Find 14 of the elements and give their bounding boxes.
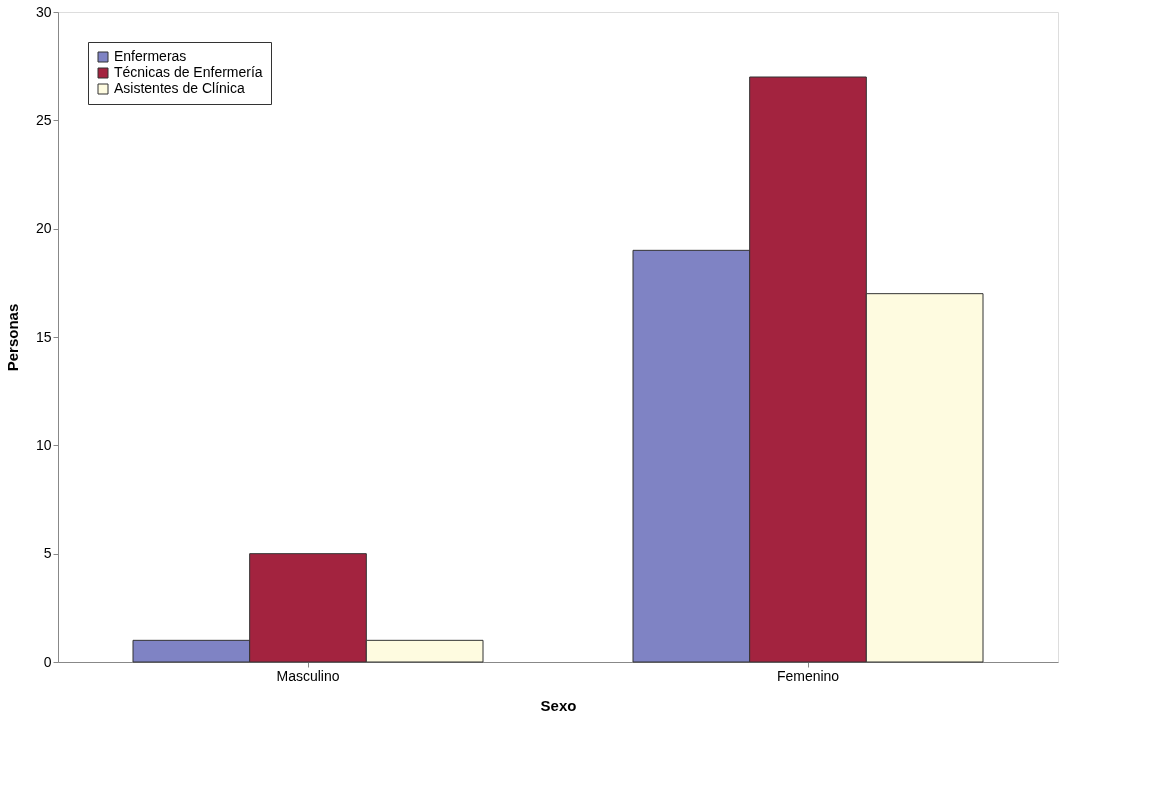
y-tick-label: 20 bbox=[35, 220, 52, 237]
legend-label: Enfermeras bbox=[114, 48, 187, 64]
y-tick-label: 15 bbox=[35, 328, 52, 345]
x-tick-label: Masculino bbox=[276, 667, 340, 684]
y-tick-label: 10 bbox=[35, 436, 52, 453]
y-axis-title: Personas bbox=[3, 303, 21, 372]
legend-label: Técnicas de Enfermería bbox=[114, 64, 263, 80]
x-axis-title: Sexo bbox=[540, 696, 577, 714]
x-tick-label: Femenino bbox=[776, 667, 840, 684]
y-tick-label: 5 bbox=[43, 545, 52, 562]
legend-label: Asistentes de Clínica bbox=[114, 80, 245, 96]
y-tick-label: 25 bbox=[35, 111, 52, 128]
y-tick-label: 30 bbox=[35, 3, 52, 20]
y-tick-label: 0 bbox=[43, 653, 52, 670]
